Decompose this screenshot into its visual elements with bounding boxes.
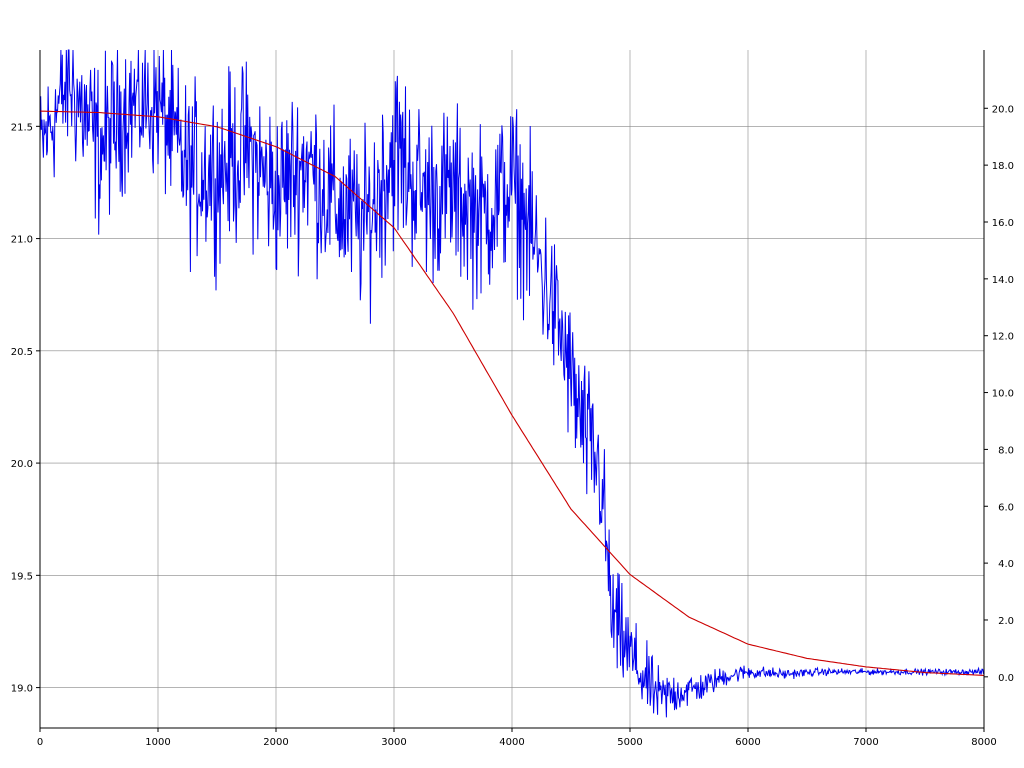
x-tick-label: 8000 bbox=[971, 737, 996, 748]
y2-tick-label: 0.0 bbox=[998, 673, 1014, 684]
y-tick-label: 21.0 bbox=[11, 235, 33, 246]
y-tick-label: 20.5 bbox=[11, 347, 33, 358]
y2-tick-label: 18.0 bbox=[992, 161, 1014, 172]
y2-tick-label: 20.0 bbox=[992, 104, 1014, 115]
x-tick-label: 6000 bbox=[735, 737, 760, 748]
y2-tick-label: 12.0 bbox=[992, 332, 1014, 343]
y2-tick-label: 6.0 bbox=[998, 502, 1014, 513]
x-tick-label: 5000 bbox=[617, 737, 642, 748]
y-tick-label: 19.0 bbox=[11, 684, 33, 695]
y2-tick-label: 4.0 bbox=[998, 559, 1014, 570]
y-tick-label: 19.5 bbox=[11, 571, 33, 582]
x-tick-label: 0 bbox=[37, 737, 43, 748]
y2-tick-label: 16.0 bbox=[992, 218, 1014, 229]
series-line-1 bbox=[39, 49, 985, 718]
x-tick-label: 1000 bbox=[145, 737, 170, 748]
x-tick-label: 3000 bbox=[381, 737, 406, 748]
series-line-2 bbox=[39, 110, 985, 676]
x-tick-label: 7000 bbox=[853, 737, 878, 748]
y2-tick-label: 8.0 bbox=[998, 445, 1014, 456]
x-tick-label: 4000 bbox=[499, 737, 524, 748]
y2-tick-label: 10.0 bbox=[992, 389, 1014, 400]
y-tick-label: 21.5 bbox=[11, 122, 33, 133]
y2-tick-label: 2.0 bbox=[998, 616, 1014, 627]
x-tick-label: 2000 bbox=[263, 737, 288, 748]
y2-tick-label: 14.0 bbox=[992, 275, 1014, 286]
plot-series bbox=[39, 49, 985, 718]
chart-axes bbox=[36, 50, 988, 732]
tick-labels: 0 1000 2000 3000 4000 5000 6000 7000 8000 19.0 19.… bbox=[11, 104, 1014, 748]
y-tick-label: 20.0 bbox=[11, 459, 33, 470]
